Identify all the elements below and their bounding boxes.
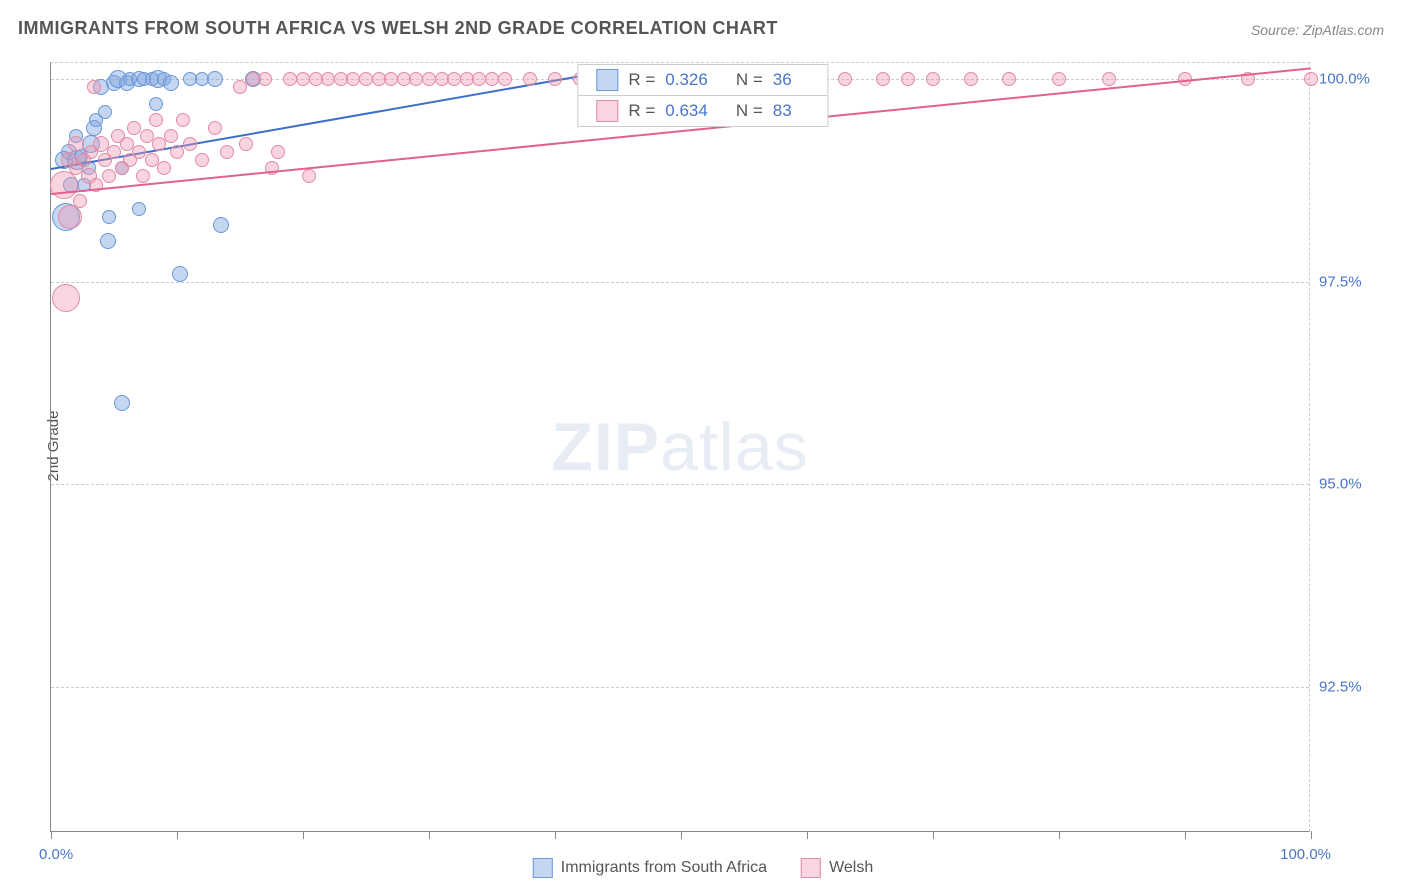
data-point-welsh — [87, 80, 101, 94]
data-point-welsh — [548, 72, 562, 86]
y-tick-label: 97.5% — [1319, 273, 1389, 290]
data-point-welsh — [149, 113, 163, 127]
data-point-welsh — [170, 145, 184, 159]
data-point-welsh — [132, 145, 146, 159]
legend-row-welsh: R = 0.634 N = 83 — [578, 95, 827, 126]
series-legend-item-welsh: Welsh — [801, 858, 873, 878]
x-tick — [429, 831, 430, 839]
series-legend: Immigrants from South Africa Welsh — [533, 858, 873, 878]
watermark-bold: ZIP — [551, 409, 660, 485]
data-point-welsh — [195, 153, 209, 167]
data-point-welsh — [52, 284, 80, 312]
gridline-h — [51, 484, 1309, 485]
data-point-welsh — [208, 121, 222, 135]
data-point-sa — [102, 210, 116, 224]
data-point-welsh — [271, 145, 285, 159]
data-point-welsh — [107, 145, 121, 159]
y-tick-label: 95.0% — [1319, 476, 1389, 493]
x-tick — [1059, 831, 1060, 839]
legend-n-label: N = — [736, 70, 763, 90]
x-range-min: 0.0% — [39, 846, 73, 863]
legend-r-value: 0.326 — [665, 70, 708, 90]
data-point-welsh — [220, 145, 234, 159]
scatter-plot-area: ZIPatlas 92.5%95.0%97.5%100.0%0.0%100.0% — [50, 62, 1310, 832]
series-swatch — [801, 858, 821, 878]
data-point-welsh — [901, 72, 915, 86]
data-point-welsh — [127, 121, 141, 135]
data-point-welsh — [233, 80, 247, 94]
source-attribution: Source: ZipAtlas.com — [1251, 22, 1384, 38]
y-tick-label: 92.5% — [1319, 679, 1389, 696]
chart-title: IMMIGRANTS FROM SOUTH AFRICA VS WELSH 2N… — [18, 18, 778, 39]
data-point-welsh — [876, 72, 890, 86]
data-point-welsh — [183, 137, 197, 151]
data-point-welsh — [68, 136, 84, 152]
x-range-max: 100.0% — [1280, 846, 1331, 863]
series-name: Immigrants from South Africa — [561, 859, 767, 877]
data-point-sa — [149, 97, 163, 111]
legend-r-value: 0.634 — [665, 101, 708, 121]
data-point-sa — [98, 105, 112, 119]
legend-row-sa: R = 0.326 N = 36 — [578, 65, 827, 95]
data-point-welsh — [1052, 72, 1066, 86]
data-point-welsh — [926, 72, 940, 86]
legend-r-label: R = — [628, 70, 655, 90]
gridline-h — [51, 687, 1309, 688]
data-point-welsh — [145, 153, 159, 167]
gridline-h — [51, 282, 1309, 283]
legend-n-value: 36 — [773, 70, 792, 90]
data-point-sa — [172, 266, 188, 282]
data-point-welsh — [302, 169, 316, 183]
series-name: Welsh — [829, 859, 873, 877]
data-point-sa — [132, 202, 146, 216]
data-point-welsh — [73, 194, 87, 208]
data-point-welsh — [239, 137, 253, 151]
data-point-sa — [213, 217, 229, 233]
y-tick-label: 100.0% — [1319, 71, 1389, 88]
data-point-sa — [100, 233, 116, 249]
watermark-light: atlas — [660, 409, 809, 485]
data-point-welsh — [58, 205, 82, 229]
x-tick — [1311, 831, 1312, 839]
watermark: ZIPatlas — [551, 408, 808, 486]
x-tick — [51, 831, 52, 839]
data-point-sa — [163, 75, 179, 91]
data-point-sa — [114, 395, 130, 411]
x-tick — [555, 831, 556, 839]
data-point-welsh — [498, 72, 512, 86]
data-point-welsh — [136, 169, 150, 183]
legend-n-label: N = — [736, 101, 763, 121]
data-point-welsh — [120, 137, 134, 151]
data-point-welsh — [258, 72, 272, 86]
x-tick — [681, 831, 682, 839]
data-point-welsh — [1002, 72, 1016, 86]
data-point-welsh — [102, 169, 116, 183]
data-point-welsh — [176, 113, 190, 127]
x-tick — [807, 831, 808, 839]
data-point-welsh — [838, 72, 852, 86]
series-swatch — [533, 858, 553, 878]
legend-n-value: 83 — [773, 101, 792, 121]
data-point-welsh — [964, 72, 978, 86]
stats-legend: R = 0.326 N = 36 R = 0.634 N = 83 — [577, 64, 828, 127]
legend-r-label: R = — [628, 101, 655, 121]
data-point-welsh — [523, 72, 537, 86]
data-point-welsh — [140, 129, 154, 143]
data-point-welsh — [1304, 72, 1318, 86]
legend-swatch — [596, 69, 618, 91]
x-tick — [1185, 831, 1186, 839]
data-point-welsh — [1102, 72, 1116, 86]
series-legend-item-sa: Immigrants from South Africa — [533, 858, 767, 878]
data-point-welsh — [157, 161, 171, 175]
legend-swatch — [596, 100, 618, 122]
x-tick — [933, 831, 934, 839]
x-tick — [177, 831, 178, 839]
data-point-sa — [207, 71, 223, 87]
data-point-welsh — [164, 129, 178, 143]
x-tick — [303, 831, 304, 839]
